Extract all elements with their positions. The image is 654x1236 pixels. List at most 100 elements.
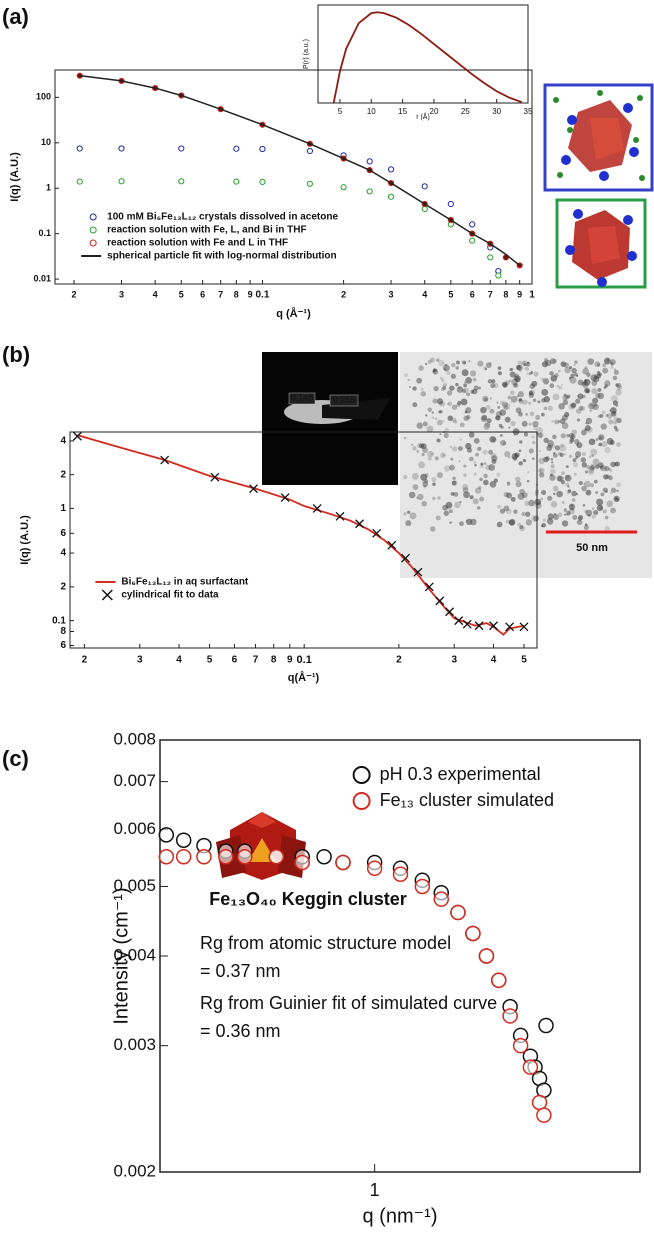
tem-speck bbox=[582, 504, 586, 507]
tem-speck bbox=[423, 485, 427, 489]
tem-speck bbox=[517, 522, 522, 527]
annotation: 50 nm bbox=[576, 542, 608, 554]
tem-speck bbox=[499, 508, 506, 514]
tem-speck bbox=[581, 381, 587, 387]
tem-speck bbox=[508, 426, 511, 429]
tem-speck bbox=[560, 480, 566, 485]
x-tick-label: 1 bbox=[370, 1180, 380, 1200]
tem-speck bbox=[489, 397, 493, 400]
x-tick-label: 3 bbox=[389, 289, 394, 299]
tem-speck bbox=[567, 489, 572, 493]
tem-speck bbox=[431, 411, 435, 414]
point bbox=[312, 503, 322, 513]
tem-speck bbox=[556, 490, 563, 498]
legend-label: cylindrical fit to data bbox=[121, 590, 219, 601]
tem-speck bbox=[463, 383, 468, 388]
x-tick-label: 9 bbox=[248, 289, 253, 299]
x-axis-label: q(Å⁻¹) bbox=[288, 671, 320, 684]
tem-speck bbox=[447, 401, 453, 407]
tem-speck bbox=[513, 383, 518, 388]
x-tick-label: 35 bbox=[524, 107, 533, 116]
x-tick-label: 1 bbox=[529, 290, 535, 301]
tem-speck bbox=[468, 456, 474, 462]
y-tick-label: 4 bbox=[60, 548, 66, 559]
tem-speck bbox=[465, 518, 473, 526]
tem-speck bbox=[569, 366, 573, 370]
panel-label: (a) bbox=[2, 4, 29, 29]
point bbox=[469, 221, 476, 228]
tem-speck bbox=[550, 457, 554, 461]
tem-speck bbox=[570, 438, 574, 442]
tem-speck bbox=[537, 501, 541, 505]
y-axis-label: I(q) (A.U.) bbox=[9, 152, 21, 202]
tem-speck bbox=[604, 357, 611, 365]
y-axis-label: Intensity (cm⁻¹) bbox=[110, 887, 132, 1024]
tem-speck bbox=[558, 403, 565, 410]
legend-label: spherical particle fit with log-normal d… bbox=[107, 251, 336, 262]
point bbox=[355, 519, 365, 529]
tem-speck bbox=[609, 491, 612, 495]
tem-speck bbox=[458, 460, 461, 463]
tem-speck bbox=[612, 400, 619, 406]
tem-speck bbox=[523, 363, 527, 367]
tem-speck bbox=[582, 452, 586, 456]
tem-speck bbox=[553, 513, 556, 516]
tem-speck bbox=[605, 413, 609, 417]
tem-speck bbox=[591, 387, 598, 395]
tem-speck bbox=[563, 507, 567, 511]
tem-speck bbox=[588, 466, 595, 474]
y-tick-label: 0.006 bbox=[113, 819, 156, 838]
tem-speck bbox=[599, 506, 603, 510]
tem-speck bbox=[552, 453, 558, 458]
tem-speck bbox=[519, 488, 525, 495]
tem-speck bbox=[585, 389, 590, 393]
tem-speck bbox=[587, 390, 590, 393]
tem-speck bbox=[615, 461, 621, 467]
point bbox=[450, 904, 466, 921]
tem-speck bbox=[442, 385, 447, 390]
tem-speck bbox=[577, 379, 584, 386]
tem-speck bbox=[552, 358, 557, 364]
tem-speck bbox=[606, 413, 613, 419]
point bbox=[237, 849, 253, 865]
tem-speck bbox=[584, 470, 589, 474]
tem-speck bbox=[518, 399, 524, 405]
tem-speck bbox=[566, 394, 571, 399]
point bbox=[512, 1037, 529, 1054]
legend-label: 100 mM Bi₆Fe₁₃L₁₂ crystals dissolved in … bbox=[107, 212, 338, 223]
tem-speck bbox=[596, 371, 601, 375]
tem-speck bbox=[593, 373, 600, 380]
tem-speck bbox=[583, 483, 586, 486]
legend-label: Bi₆Fe₁₃L₁₂ in aq surfactant bbox=[121, 577, 249, 588]
x-tick-label: 3 bbox=[451, 655, 457, 666]
tem-speck bbox=[550, 500, 558, 508]
point bbox=[280, 493, 290, 503]
point bbox=[76, 145, 83, 152]
tem-speck bbox=[489, 436, 497, 443]
tem-speck bbox=[459, 501, 462, 504]
tem-speck bbox=[508, 379, 512, 383]
tem-speck bbox=[594, 403, 598, 407]
x-tick-label: 7 bbox=[253, 655, 259, 666]
tem-speck bbox=[600, 423, 607, 430]
tem-speck bbox=[586, 372, 591, 378]
tem-speck bbox=[451, 446, 458, 452]
tem-speck bbox=[616, 498, 620, 501]
point bbox=[519, 622, 529, 632]
tem-speck bbox=[543, 456, 549, 463]
tem-speck bbox=[446, 370, 451, 375]
annotation: Rg from atomic structure model bbox=[200, 933, 451, 953]
tem-speck bbox=[488, 464, 496, 471]
annotation: = 0.37 nm bbox=[200, 961, 281, 981]
tem-speck bbox=[496, 401, 499, 404]
tem-speck bbox=[472, 498, 479, 505]
tem-speck bbox=[592, 458, 600, 466]
tem-speck bbox=[491, 379, 496, 384]
tem-speck bbox=[540, 377, 544, 381]
tem-speck bbox=[610, 395, 618, 403]
tem-speck bbox=[461, 369, 469, 377]
tem-speck bbox=[503, 402, 511, 410]
tem-speck bbox=[505, 519, 510, 524]
tem-speck bbox=[477, 446, 482, 451]
tem-speck bbox=[604, 526, 610, 532]
